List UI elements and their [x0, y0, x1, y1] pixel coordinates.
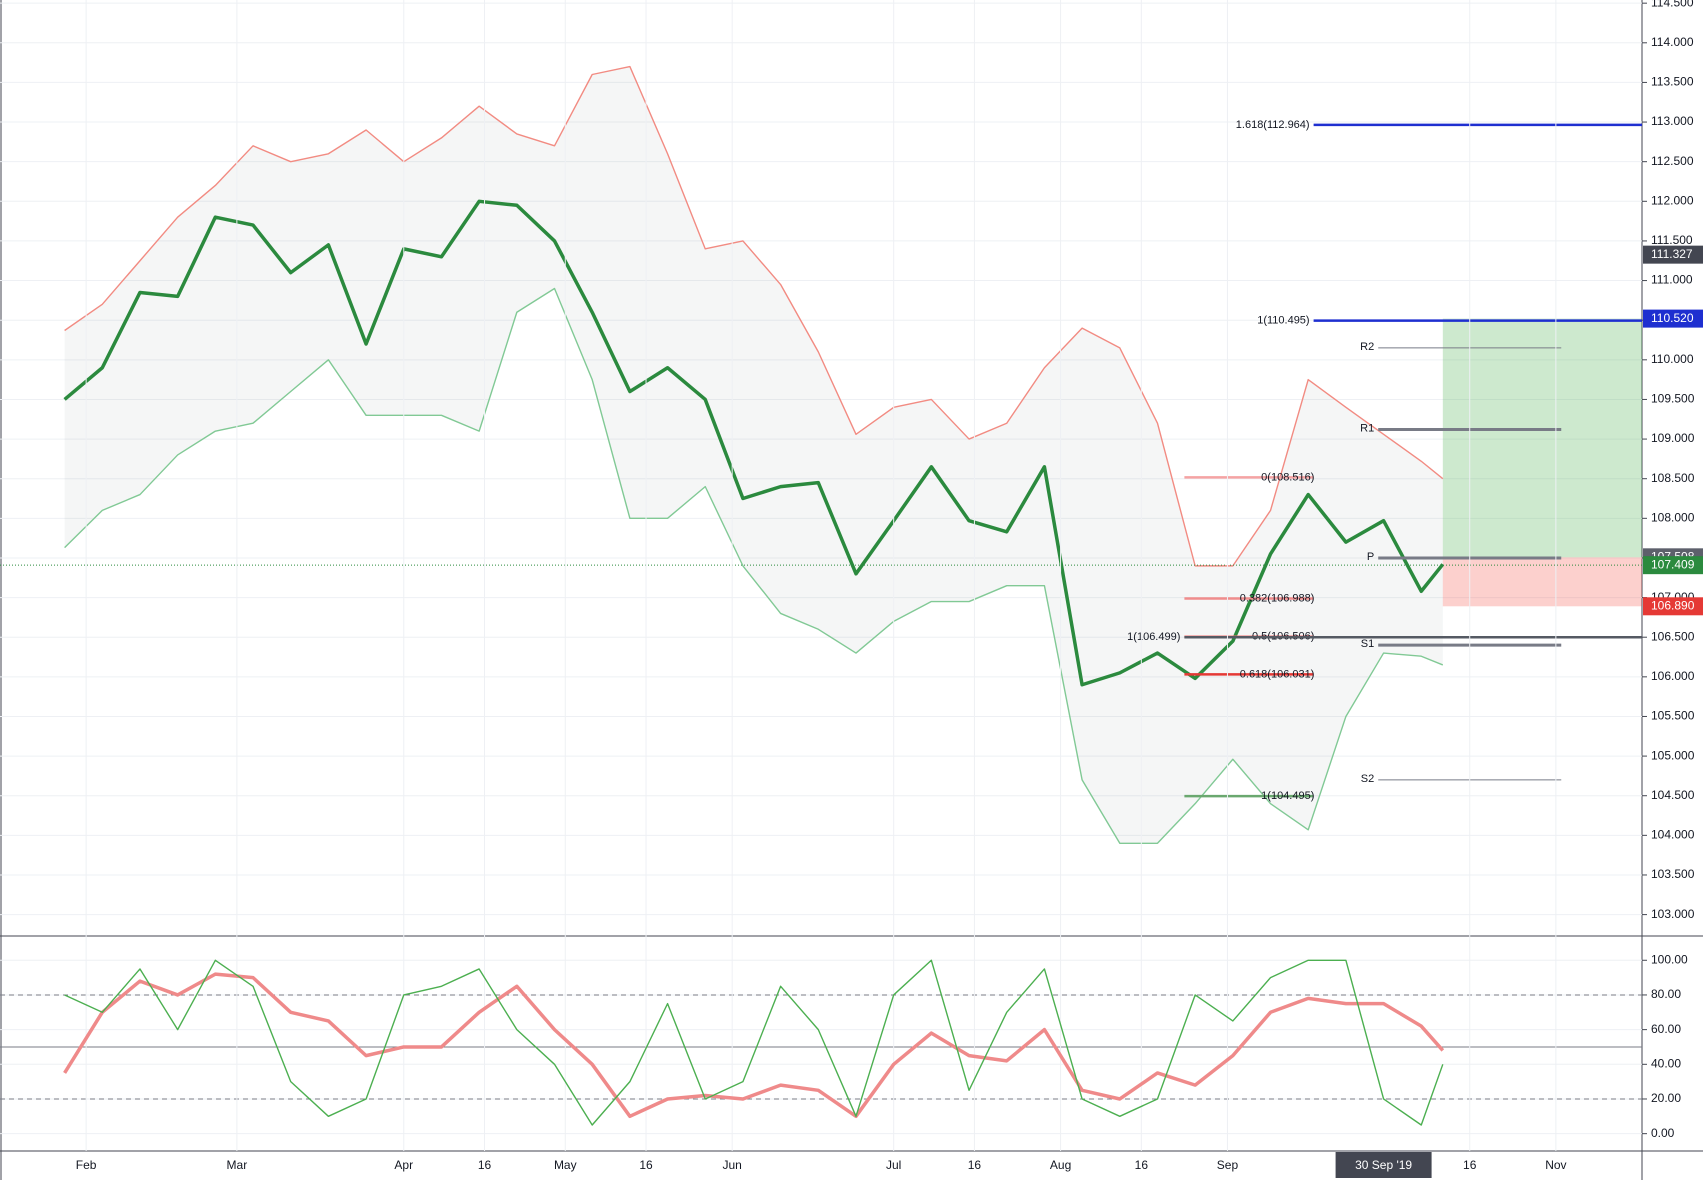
- x-tick-label: 16: [1463, 1158, 1477, 1172]
- x-tick-label: Jul: [886, 1158, 901, 1172]
- series-line: [63, 199, 1445, 687]
- y-tick-label: 105.500: [1651, 709, 1695, 723]
- x-tick-label: Mar: [227, 1158, 248, 1172]
- crosshair-label: 30 Sep '19: [1355, 1158, 1412, 1172]
- pivot-label: S1: [1361, 638, 1374, 650]
- pivot-label: R2: [1360, 341, 1374, 353]
- price-label-box: [1643, 597, 1703, 616]
- pivot-label: S2: [1361, 773, 1374, 785]
- y-tick-label: 109.000: [1651, 431, 1695, 445]
- y-tick-label: 104.000: [1651, 828, 1695, 842]
- y-tick-label: 112.500: [1651, 154, 1694, 168]
- y-tick-label: 103.000: [1651, 907, 1695, 921]
- price-label: 111.327: [1651, 247, 1693, 261]
- price-label: 107.409: [1651, 557, 1695, 571]
- fib-label: 1(106.499): [1127, 631, 1180, 643]
- series-line: [64, 287, 1444, 844]
- pane: 103.000 103.500 104.000 104.500 105.000 105.5…: [0, 0, 1703, 921]
- series-line: [64, 65, 1444, 567]
- price-label-box: [1643, 309, 1703, 328]
- y-tick-label: 80.00: [1651, 987, 1681, 1001]
- y-tick-label: 108.500: [1651, 471, 1695, 485]
- x-tick-label: Feb: [76, 1158, 97, 1172]
- fib-label: 0.382(106.988): [1240, 592, 1315, 604]
- y-tick-label: 111.500: [1651, 233, 1693, 247]
- x-tick-label: Apr: [394, 1158, 413, 1172]
- x-tick-label: 16: [639, 1158, 653, 1172]
- price-label: 106.890: [1651, 598, 1695, 612]
- price-label-box: [1643, 245, 1703, 264]
- y-tick-label: 110.000: [1651, 352, 1694, 366]
- band-fill: [64, 66, 1443, 844]
- fib-label: 1(104.495): [1261, 790, 1314, 802]
- pivot-label: R1: [1360, 422, 1374, 434]
- y-tick-label: 108.000: [1651, 510, 1695, 524]
- y-tick-label: 60.00: [1651, 1022, 1681, 1036]
- x-tick-label: 16: [478, 1158, 492, 1172]
- x-tick-label: Sep: [1217, 1158, 1239, 1172]
- y-tick-label: 40.00: [1651, 1056, 1681, 1070]
- y-tick-label: 113.000: [1651, 114, 1694, 128]
- y-tick-label: 100.00: [1651, 952, 1688, 966]
- x-tick-label: 16: [968, 1158, 982, 1172]
- series-line: [64, 959, 1444, 1126]
- y-tick-label: 103.500: [1651, 867, 1695, 881]
- crosshair-box: [1335, 1152, 1432, 1178]
- y-tick-label: 106.000: [1651, 669, 1695, 683]
- series-line: [63, 972, 1445, 1119]
- y-tick-label: 111.000: [1651, 273, 1693, 287]
- y-tick-label: 105.000: [1651, 748, 1695, 762]
- x-tick-label: Nov: [1545, 1158, 1566, 1172]
- fib-label: 0(108.516): [1261, 471, 1314, 483]
- fib-label: 1(110.495): [1257, 314, 1309, 326]
- pivot-label: P: [1367, 551, 1374, 563]
- position-profit: [1442, 318, 1642, 558]
- y-tick-label: 106.500: [1651, 629, 1695, 643]
- y-tick-label: 109.500: [1651, 392, 1695, 406]
- x-tick-label: 16: [1135, 1158, 1149, 1172]
- y-tick-label: 112.000: [1651, 193, 1694, 207]
- fib-label: 1.618(112.964): [1236, 119, 1310, 131]
- x-tick-label: Aug: [1050, 1158, 1071, 1172]
- x-tick-label: Jun: [722, 1158, 741, 1172]
- y-tick-label: 20.00: [1651, 1091, 1681, 1105]
- y-tick-label: 113.500: [1651, 75, 1694, 89]
- y-tick-label: 114.000: [1651, 35, 1694, 49]
- y-tick-label: 114.500: [1651, 0, 1694, 9]
- fib-label: 0.618(106.031): [1240, 668, 1315, 680]
- price-label-box: [1643, 556, 1703, 575]
- x-tick-label: May: [554, 1158, 577, 1172]
- y-tick-label: 0.00: [1651, 1126, 1675, 1140]
- price-label: 110.520: [1651, 311, 1694, 325]
- y-tick-label: 104.500: [1651, 788, 1695, 802]
